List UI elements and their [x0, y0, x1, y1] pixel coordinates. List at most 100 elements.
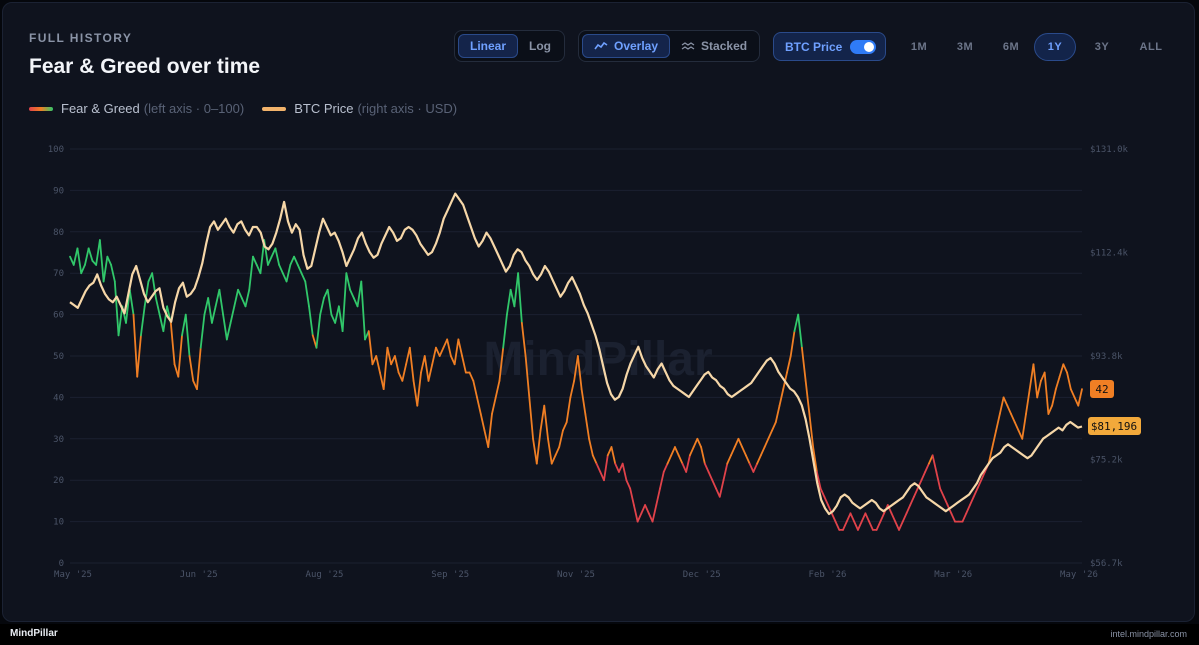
- fear-greed-segment: [113, 280, 120, 337]
- fear-greed-segment: [786, 355, 792, 374]
- btc-price-toggle-label: BTC Price: [785, 40, 843, 54]
- fear-greed-segment: [1043, 371, 1050, 415]
- fear-greed-segment: [789, 330, 796, 357]
- fear-greed-segment: [457, 338, 464, 357]
- fear-greed-segment: [707, 471, 714, 482]
- footer-url: intel.mindpillar.com: [1110, 629, 1187, 639]
- y-left-tick-label: 50: [53, 352, 64, 362]
- fear-greed-segment: [412, 379, 419, 407]
- fear-greed-segment: [177, 334, 183, 378]
- fear-greed-segment: [737, 437, 744, 448]
- fear-greed-segment: [703, 462, 710, 473]
- fear-greed-segment: [1010, 413, 1016, 424]
- range-3m[interactable]: 3M: [956, 41, 974, 53]
- btc-price-toggle[interactable]: BTC Price: [773, 32, 886, 61]
- fear-greed-segment: [132, 313, 139, 378]
- fear-greed-segment: [569, 379, 576, 399]
- x-tick-label: Jun '25: [180, 570, 218, 580]
- fear-greed-segment: [808, 413, 815, 448]
- fear-greed-segment: [506, 288, 512, 316]
- fear-greed-segment: [562, 421, 568, 432]
- fear-greed-segment: [920, 471, 927, 482]
- y-right-tick-label: $93.8k: [1090, 352, 1123, 362]
- fear-greed-segment: [987, 446, 994, 465]
- fear-greed-segment: [857, 520, 863, 531]
- fear-greed-segment: [1032, 363, 1039, 399]
- left-axis-ticks: 0 10 20 30 40 50 60 70 80 90 100: [48, 145, 64, 569]
- fear-greed-segment: [771, 421, 777, 432]
- range-3y[interactable]: 3Y: [1094, 41, 1110, 53]
- scale-log-button[interactable]: Log: [529, 39, 552, 53]
- fear-greed-segment: [640, 504, 646, 515]
- fear-greed-segment: [662, 462, 669, 473]
- fear-greed-segment: [606, 446, 613, 457]
- fear-greed-segment: [520, 321, 527, 357]
- fear-greed-segment: [603, 454, 609, 482]
- fear-greed-segment: [386, 346, 393, 366]
- fear-greed-segment: [416, 371, 422, 407]
- fear-greed-segment: [998, 396, 1005, 415]
- fg-legend-label: Fear & Greed: [61, 101, 140, 116]
- fear-greed-segment: [334, 305, 340, 324]
- fear-greed-segment: [296, 264, 303, 275]
- fear-greed-segment: [509, 288, 516, 308]
- view-stacked-button[interactable]: Stacked: [670, 34, 758, 58]
- fear-greed-segment: [367, 330, 374, 366]
- fear-greed-segment: [308, 305, 314, 337]
- y-left-tick-label: 40: [53, 393, 64, 403]
- fear-greed-segment: [774, 404, 781, 424]
- fear-greed-segment: [629, 487, 635, 506]
- fear-greed-segment: [793, 313, 800, 333]
- fear-greed-segment: [270, 247, 277, 258]
- fear-greed-segment: [815, 471, 822, 490]
- fear-greed-segment: [289, 255, 295, 266]
- view-overlay-button[interactable]: Overlay: [582, 34, 671, 58]
- fear-greed-segment: [237, 288, 243, 299]
- fear-greed-segment: [267, 255, 273, 266]
- fear-greed-segment: [442, 338, 449, 349]
- fear-greed-segment: [565, 396, 572, 424]
- fear-greed-current-badge: 42: [1090, 380, 1114, 398]
- scale-linear-button[interactable]: Linear: [458, 34, 519, 58]
- fear-greed-segment: [842, 520, 848, 531]
- fear-greed-segment: [591, 454, 598, 465]
- fear-greed-segment: [935, 471, 941, 490]
- range-1y[interactable]: 1Y: [1034, 33, 1076, 61]
- fear-greed-segment: [278, 264, 284, 275]
- toggle-switch[interactable]: [850, 40, 876, 54]
- range-all[interactable]: ALL: [1139, 41, 1163, 53]
- fear-greed-segment: [875, 520, 882, 531]
- fear-greed-segment: [636, 512, 643, 523]
- y-left-tick-label: 60: [53, 311, 64, 321]
- fear-greed-segment: [196, 346, 202, 391]
- fear-greed-segment: [763, 437, 770, 448]
- y-right-tick-label: $112.4k: [1090, 249, 1129, 259]
- fear-greed-segment: [823, 495, 829, 506]
- fear-greed-segment: [670, 446, 676, 457]
- fear-greed-segment: [1028, 363, 1035, 391]
- range-6m[interactable]: 6M: [1002, 41, 1020, 53]
- fear-greed-segment: [472, 379, 478, 399]
- fear-greed-segment: [214, 288, 221, 308]
- fear-greed-segment: [584, 413, 590, 440]
- fear-greed-segment: [913, 487, 919, 498]
- fear-greed-segment: [890, 512, 897, 523]
- fear-greed-segment: [830, 512, 837, 523]
- fear-greed-segment: [420, 355, 426, 374]
- fear-greed-segment: [995, 413, 1001, 432]
- range-1m[interactable]: 1M: [910, 41, 928, 53]
- fear-greed-segment: [950, 512, 956, 523]
- fear-greed-segment: [655, 487, 661, 506]
- fear-greed-segment: [864, 512, 871, 523]
- fear-greed-segment: [535, 429, 542, 465]
- fear-greed-segment: [248, 255, 254, 291]
- fear-greed-segment: [244, 288, 251, 308]
- fear-greed-segment: [685, 454, 691, 473]
- fear-greed-segment: [618, 462, 624, 473]
- fear-greed-segment: [588, 437, 594, 457]
- fear-greed-segment: [539, 404, 546, 432]
- fear-greed-segment: [143, 280, 150, 308]
- fear-greed-segment: [483, 429, 490, 448]
- fear-greed-segment: [524, 355, 531, 399]
